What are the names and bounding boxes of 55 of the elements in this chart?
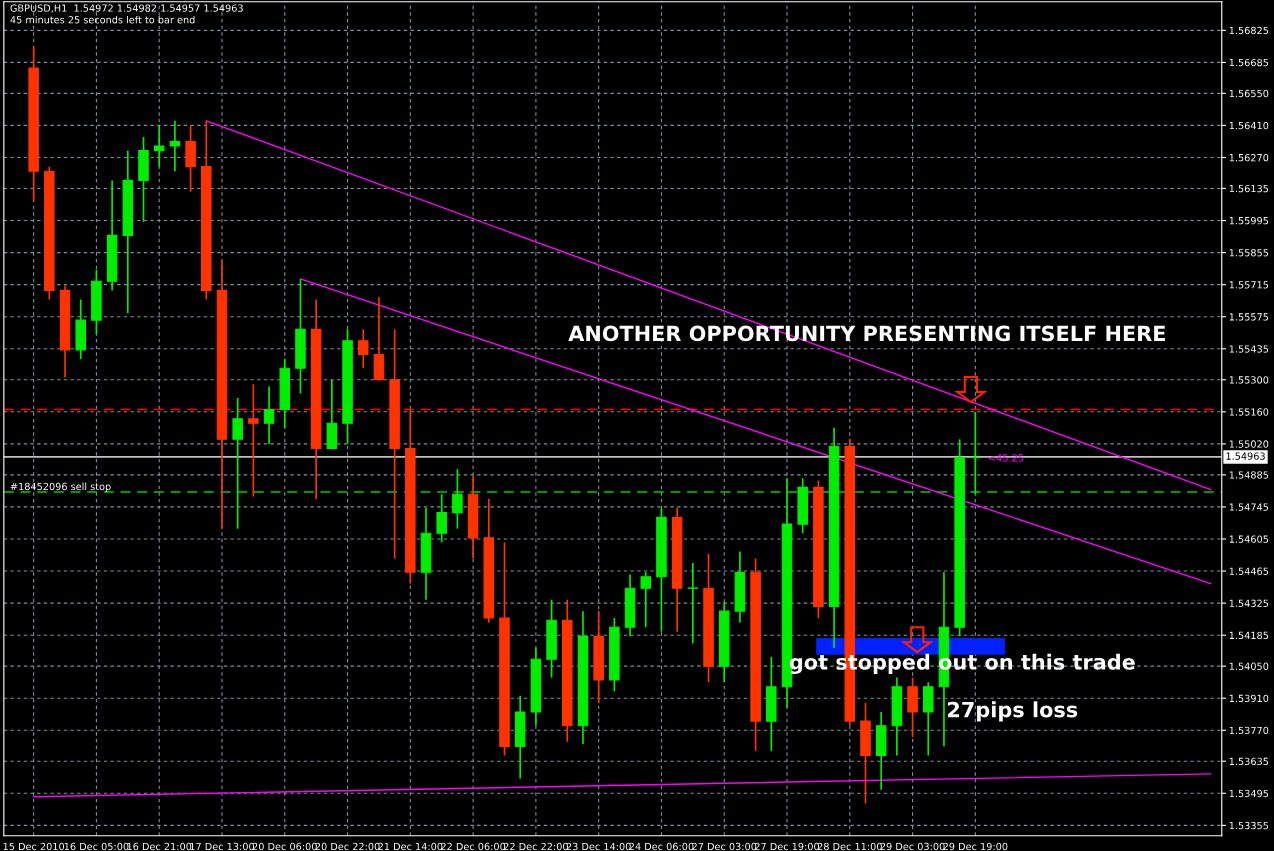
y-tick-label: 1.55300 (1229, 376, 1269, 384)
y-tick-label: 1.54885 (1229, 471, 1269, 479)
x-tick-label: 24 Dec 06:00 (629, 842, 694, 851)
y-tick-label: 1.55160 (1229, 408, 1269, 416)
y-tick-label: 1.56685 (1229, 58, 1269, 67)
x-tick-label: 29 Dec 03:00 (880, 842, 945, 851)
y-tick-label: 1.54325 (1229, 599, 1269, 607)
text: 45 minutes 25 seconds left to bar end (10, 15, 195, 24)
candlestick (169, 120, 181, 173)
y-tick-label: 1.55435 (1229, 345, 1269, 353)
x-tick-label: 29 Dec 19:00 (943, 842, 1008, 851)
y-tick-label: 1.53910 (1229, 694, 1269, 703)
y-tick-label: 1.54185 (1229, 631, 1269, 640)
y-tick-label: 1.55575 (1229, 313, 1269, 321)
x-tick-label: 23 Dec 14:00 (566, 842, 631, 851)
y-tick-label: 1.56410 (1229, 121, 1269, 130)
candlestick (436, 493, 447, 544)
x-tick-label: 22 Dec 06:00 (441, 842, 506, 851)
x-tick-label: 15 Dec 2010 (3, 842, 65, 851)
x-tick-label: 21 Dec 14:00 (378, 842, 443, 851)
x-tick-label: 20 Dec 22:00 (315, 842, 380, 851)
y-tick-label: 1.55715 (1229, 281, 1269, 289)
candlestick (153, 124, 165, 168)
candlestick (248, 383, 259, 498)
candlestick (687, 562, 699, 645)
y-tick-label: 1.54050 (1229, 662, 1269, 670)
y-tick-label: 1.55855 (1229, 249, 1269, 257)
y-tick-label: 1.56550 (1229, 89, 1269, 98)
y-tick-label: 1.54605 (1229, 535, 1269, 543)
y-tick-label: 1.53495 (1229, 789, 1269, 798)
candlestick (640, 571, 652, 629)
annotation: 27pips loss (948, 701, 1078, 722)
x-tick-label: 27 Dec 03:00 (692, 842, 757, 851)
x-tick-label: 28 Dec 11:00 (817, 842, 882, 851)
candlestick (357, 328, 369, 370)
candlestick (232, 397, 243, 530)
y-tick-label: 1.53355 (1229, 821, 1269, 830)
y-tick-label: 1.53770 (1229, 726, 1269, 735)
x-tick-label: 16 Dec 21:00 (127, 842, 192, 851)
ref-line-label: #18452096 sell stop (10, 482, 111, 493)
chart-title: GBPUSD,H1 1.54972 1.54982 1.54957 1.54963 (10, 4, 243, 13)
y-tick-label: 1.55020 (1229, 440, 1269, 448)
y-tick-label: 1.56270 (1229, 153, 1269, 162)
y-tick-label: 1.54745 (1229, 503, 1269, 511)
candlestick (452, 468, 463, 530)
ref-line-label: 1.54963 (1226, 452, 1265, 460)
candlestick (263, 385, 275, 445)
x-tick-label: 22 Dec 22:00 (503, 842, 568, 851)
y-tick-label: 1.55995 (1229, 216, 1269, 225)
y-tick-label: 1.56825 (1229, 26, 1269, 35)
x-tick-label: 16 Dec 05:00 (64, 842, 129, 851)
y-tick-label: 1.56135 (1229, 184, 1269, 193)
y-tick-label: 1.54465 (1229, 567, 1269, 575)
y-tick-label: 1.53635 (1229, 757, 1269, 766)
x-tick-label: 20 Dec 06:00 (252, 842, 317, 851)
